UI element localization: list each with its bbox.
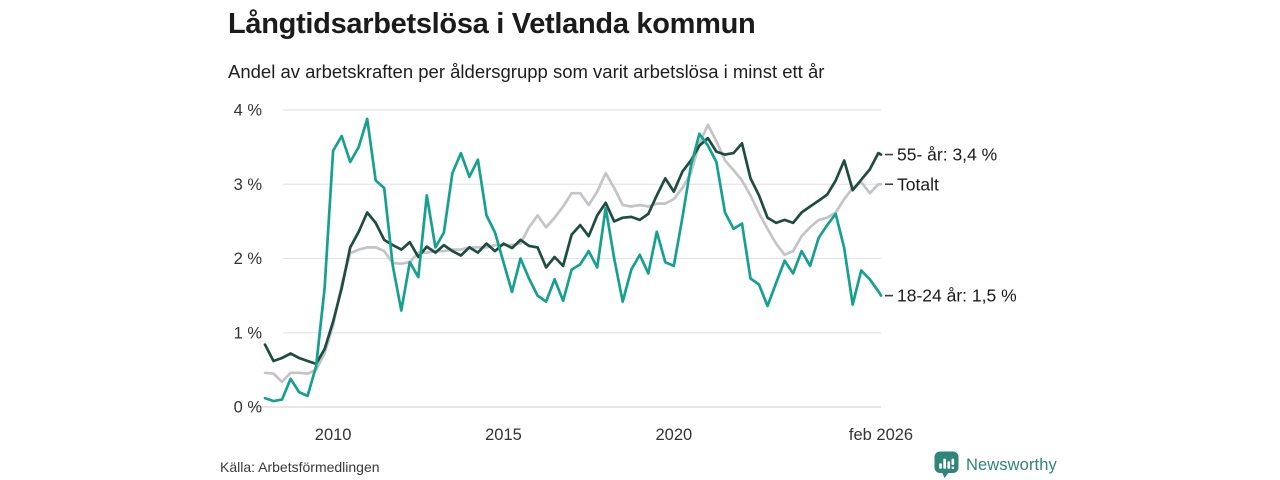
x-axis-tick-label: 2020 <box>655 426 692 444</box>
y-axis-tick-label: 1 % <box>234 324 263 342</box>
logo-bubble <box>934 451 959 473</box>
series-line-Totalt <box>263 123 883 384</box>
newsworthy-brand: Newsworthy <box>934 451 1057 479</box>
series-end-label: 18-24 år: 1,5 % <box>897 286 1017 306</box>
x-axis-tick-label: 2010 <box>315 426 352 444</box>
y-axis-tick-label: 3 % <box>234 176 263 194</box>
x-axis-tick-label: feb 2026 <box>849 426 913 444</box>
series-end-label: Totalt <box>897 174 939 194</box>
page-title: Långtidsarbetslösa i Vetlanda kommun <box>228 8 756 40</box>
newsworthy-logo-icon <box>934 451 959 479</box>
logo-bubble-tail <box>942 472 949 478</box>
y-axis-tick-label: 4 % <box>234 102 263 120</box>
logo-bar-1 <box>939 463 942 469</box>
chart-subtitle: Andel av arbetskraften per åldersgrupp s… <box>228 61 825 82</box>
brand-name: Newsworthy <box>966 455 1057 474</box>
series-end-label: 55- år: 3,4 % <box>897 145 997 165</box>
logo-bar-3 <box>947 461 951 469</box>
series-line-18-24-år <box>263 117 883 403</box>
series-line-55--år <box>263 136 883 366</box>
y-axis-tick-label: 0 % <box>234 399 263 417</box>
x-axis-tick-label: 2015 <box>485 426 522 444</box>
y-axis-tick-label: 2 % <box>234 250 263 268</box>
source-note: Källa: Arbetsförmedlingen <box>220 459 380 475</box>
logo-exclamation-bar <box>951 458 955 465</box>
logo-exclamation-dot <box>951 466 955 469</box>
logo-bar-2 <box>943 458 946 469</box>
